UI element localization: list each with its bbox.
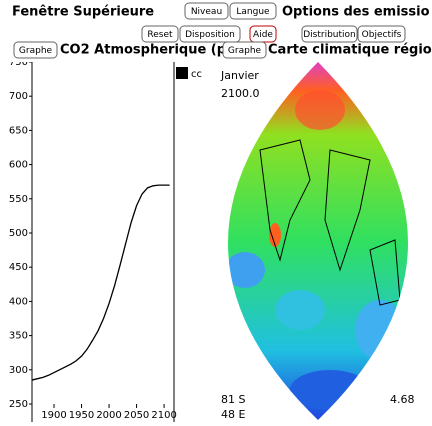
cell-value: 4.68 (390, 393, 415, 406)
button-frame[interactable] (13, 41, 58, 59)
legend-swatch (176, 67, 188, 79)
y-tick-label: 350 (9, 331, 28, 342)
button[interactable]: Objectifs (357, 25, 406, 43)
y-tick-label: 400 (9, 296, 28, 307)
button-label[interactable]: Objectifs (362, 30, 402, 40)
co2-chart: 250 300 350 400 450 500 550 600 650 700 750 1900 195… (9, 57, 177, 422)
y-tick-label: 750 (9, 57, 28, 68)
button[interactable]: Langue (229, 2, 277, 20)
button[interactable]: Aide (249, 25, 277, 43)
y-tick-label: 650 (9, 125, 28, 136)
button-frame[interactable] (229, 2, 277, 20)
climate-map (228, 62, 408, 420)
y-tick-label: 550 (9, 194, 28, 205)
x-tick-label: 2000 (96, 410, 121, 421)
y-tick-label: 450 (9, 262, 28, 273)
button-frame[interactable] (141, 25, 179, 43)
button-label[interactable]: Niveau (191, 7, 222, 17)
button[interactable]: Niveau (184, 2, 229, 20)
button-frame[interactable] (179, 25, 241, 43)
co2-line (31, 184, 170, 381)
button-frame[interactable] (301, 25, 358, 43)
button[interactable]: Graphe (13, 41, 58, 59)
button-label[interactable]: Graphe (19, 46, 53, 56)
year: 2100.0 (221, 87, 260, 100)
button[interactable]: Reset (141, 25, 179, 43)
button[interactable]: Graphe (222, 41, 267, 59)
x-tick-label: 1900 (41, 410, 66, 421)
y-tick-label: 700 (9, 91, 28, 102)
x-tick-label: 2050 (124, 410, 149, 421)
button-frame[interactable] (222, 41, 267, 59)
month: Janvier (220, 69, 259, 82)
button-label[interactable]: Langue (236, 7, 270, 17)
button-label[interactable]: Aide (253, 30, 273, 40)
button[interactable]: Disposition (179, 25, 241, 43)
window-title: Fenêtre Supérieure (12, 5, 154, 20)
map-title: Carte climatique régio (268, 43, 432, 58)
legend-label: cc (191, 69, 202, 80)
y-tick-label: 600 (9, 160, 28, 171)
y-tick-label: 500 (9, 228, 28, 239)
button-label[interactable]: Distribution (303, 30, 356, 40)
button-frame[interactable] (184, 2, 229, 20)
latitude: 81 S (221, 393, 245, 406)
button-frame[interactable] (357, 25, 406, 43)
longitude: 48 E (221, 408, 245, 421)
button[interactable]: Distribution (301, 25, 358, 43)
x-tick-label: 1950 (69, 410, 94, 421)
y-tick-label: 250 (9, 399, 28, 410)
button-label[interactable]: Disposition (185, 30, 235, 40)
button-label[interactable]: Reset (147, 30, 173, 40)
button-label[interactable]: Graphe (228, 46, 262, 56)
y-tick-label: 300 (9, 365, 28, 376)
x-tick-label: 2100 (151, 410, 176, 421)
co2-title: CO2 Atmospherique (p (60, 43, 226, 58)
options-title: Options des emissio (282, 5, 430, 20)
